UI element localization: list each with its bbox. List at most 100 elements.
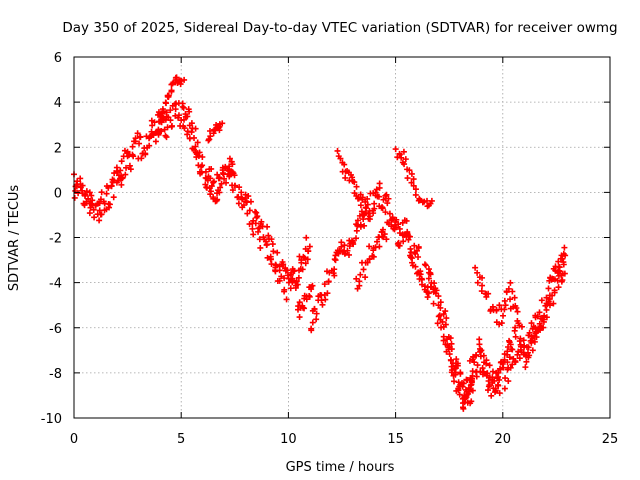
- data-point: [202, 168, 209, 175]
- data-point: [229, 187, 236, 194]
- data-point: [512, 358, 519, 365]
- data-point: [217, 184, 224, 191]
- data-point: [239, 196, 246, 203]
- y-tick-label: -10: [41, 412, 62, 427]
- data-point: [281, 286, 288, 293]
- data-point: [393, 216, 400, 223]
- data-point: [470, 353, 477, 360]
- data-point: [207, 175, 214, 182]
- data-point: [181, 76, 188, 83]
- data-point: [245, 193, 252, 200]
- data-point: [489, 368, 496, 375]
- data-point: [73, 183, 80, 190]
- x-axis-title: GPS time / hours: [286, 460, 395, 475]
- data-point: [430, 300, 437, 307]
- data-point: [119, 174, 126, 181]
- data-point: [435, 293, 442, 300]
- data-point: [500, 312, 507, 319]
- y-axis-title: SDTVAR / TECUs: [7, 185, 22, 292]
- data-point: [462, 395, 469, 402]
- data-point: [207, 188, 214, 195]
- data-point: [353, 183, 360, 190]
- data-point: [342, 174, 349, 181]
- data-point: [536, 309, 543, 316]
- data-point: [410, 176, 417, 183]
- data-point: [168, 88, 175, 95]
- data-point: [110, 194, 117, 201]
- data-point: [526, 352, 533, 359]
- data-point: [319, 301, 326, 308]
- data-point: [459, 383, 466, 390]
- data-point: [130, 153, 137, 160]
- data-point: [199, 162, 206, 169]
- data-point: [181, 116, 188, 123]
- data-point: [223, 179, 230, 186]
- data-point: [382, 209, 389, 216]
- axis-ticks: 0 5 10 15 20 25 -10 -8 -6 -4 -2 0 2 4 6: [41, 51, 619, 447]
- data-point: [165, 114, 172, 121]
- data-point: [562, 252, 569, 259]
- data-point: [412, 191, 419, 198]
- data-point: [289, 275, 296, 282]
- data-point: [376, 243, 383, 250]
- data-point: [468, 398, 475, 405]
- data-point: [465, 390, 472, 397]
- data-point: [230, 170, 237, 177]
- data-point: [436, 312, 443, 319]
- data-point: [81, 202, 88, 209]
- data-point: [534, 313, 541, 320]
- data-point: [486, 362, 493, 369]
- data-point: [148, 128, 155, 135]
- data-point: [525, 344, 532, 351]
- data-point: [163, 109, 170, 116]
- data-point: [395, 221, 402, 228]
- data-point: [514, 317, 521, 324]
- data-point: [296, 299, 303, 306]
- data-point: [152, 138, 159, 145]
- data-point: [188, 120, 195, 127]
- data-point: [85, 195, 92, 202]
- y-tick-label: 0: [54, 186, 62, 201]
- data-point: [543, 294, 550, 301]
- data-point: [86, 210, 93, 217]
- data-point: [165, 92, 172, 99]
- data-point: [406, 233, 413, 240]
- data-point: [445, 344, 452, 351]
- data-point: [474, 279, 481, 286]
- data-point: [485, 387, 492, 394]
- data-point: [384, 219, 391, 226]
- data-point: [334, 147, 341, 154]
- data-point: [468, 381, 475, 388]
- data-point: [256, 224, 263, 231]
- data-point: [240, 202, 247, 209]
- data-point: [88, 192, 95, 199]
- data-point: [421, 261, 428, 268]
- data-point: [249, 225, 256, 232]
- data-point: [361, 222, 368, 229]
- data-point: [216, 175, 223, 182]
- data-point: [335, 250, 342, 257]
- data-point: [270, 248, 277, 255]
- data-point: [278, 273, 285, 280]
- data-point: [302, 260, 309, 267]
- data-point: [421, 283, 428, 290]
- data-point: [516, 355, 523, 362]
- data-point: [400, 238, 407, 245]
- data-point: [398, 154, 405, 161]
- data-point: [309, 282, 316, 289]
- data-point: [372, 189, 379, 196]
- data-point: [550, 300, 557, 307]
- data-point: [385, 195, 392, 202]
- data-point: [134, 130, 141, 137]
- data-point: [460, 405, 467, 412]
- data-point: [477, 347, 484, 354]
- data-point: [353, 227, 360, 234]
- data-point: [366, 216, 373, 223]
- data-point: [336, 247, 343, 254]
- data-point: [366, 256, 373, 263]
- data-point: [437, 299, 444, 306]
- data-point: [371, 205, 378, 212]
- data-point: [345, 251, 352, 258]
- data-point: [543, 314, 550, 321]
- data-point: [238, 189, 245, 196]
